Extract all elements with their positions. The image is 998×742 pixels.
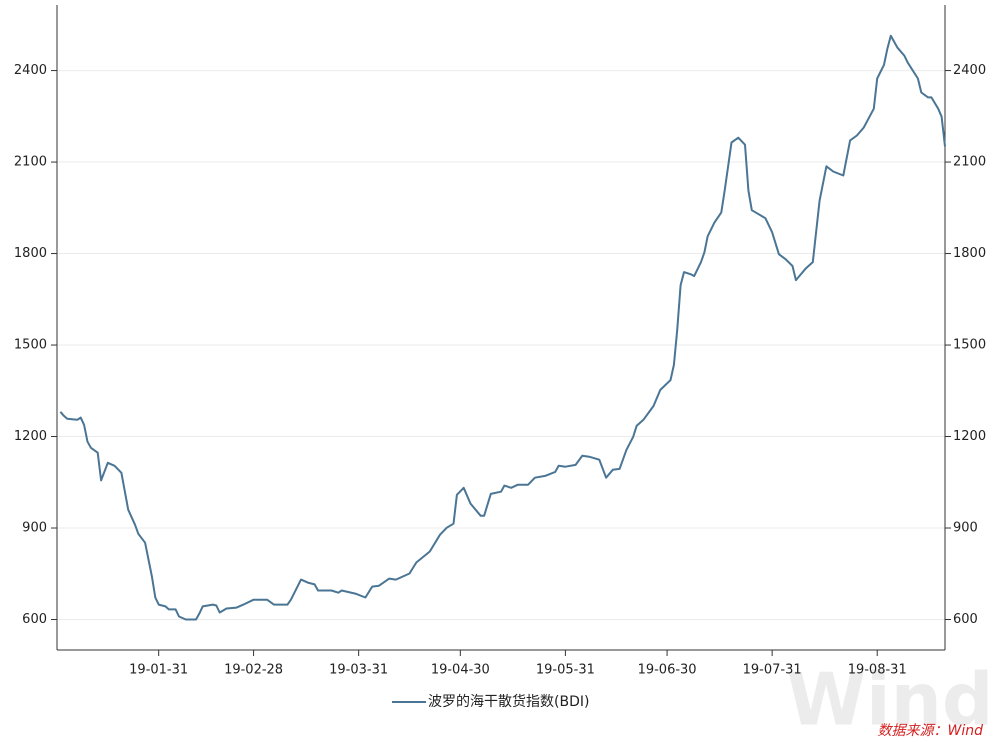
y2-tick-label: 2400 (953, 63, 986, 78)
y2-tick-label: 1200 (953, 429, 986, 444)
x-tick-label: 19-01-31 (129, 663, 188, 678)
y-tick-label: 2400 (14, 63, 47, 78)
legend-label: 波罗的海干散货指数(BDI) (428, 693, 589, 710)
y-tick-label: 1800 (14, 246, 47, 261)
x-tick-label: 19-03-31 (329, 663, 388, 678)
y-tick-label: 900 (22, 521, 47, 536)
x-tick-label: 19-02-28 (224, 663, 283, 678)
x-tick-label: 19-08-31 (848, 663, 907, 678)
y2-tick-label: 900 (953, 521, 978, 536)
y2-tick-label: 1500 (953, 338, 986, 353)
x-tick-label: 19-04-30 (431, 663, 490, 678)
y-tick-label: 600 (22, 612, 47, 627)
y-tick-label: 2100 (14, 155, 47, 170)
data-line (59, 34, 946, 621)
x-tick-label: 19-06-30 (638, 663, 697, 678)
watermark: Wind (787, 658, 994, 742)
y2-tick-label: 2100 (953, 155, 986, 170)
source-note: 数据来源：Wind (878, 723, 984, 739)
x-tick-label: 19-05-31 (536, 663, 595, 678)
y-tick-label: 1200 (14, 429, 47, 444)
y2-tick-label: 1800 (953, 246, 986, 261)
x-tick-label: 19-07-31 (743, 663, 802, 678)
y2-tick-label: 600 (953, 612, 978, 627)
y-tick-label: 1500 (14, 338, 47, 353)
